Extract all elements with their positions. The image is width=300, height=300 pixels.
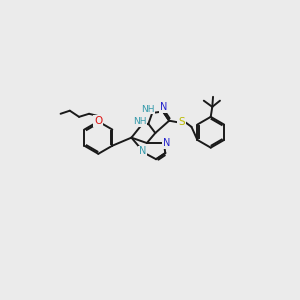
Text: NH: NH <box>133 117 147 126</box>
Text: N: N <box>163 138 170 148</box>
Text: NH: NH <box>141 105 154 114</box>
Text: O: O <box>94 116 102 126</box>
Text: N: N <box>160 102 167 112</box>
Text: N: N <box>139 146 146 157</box>
Text: S: S <box>178 117 185 127</box>
